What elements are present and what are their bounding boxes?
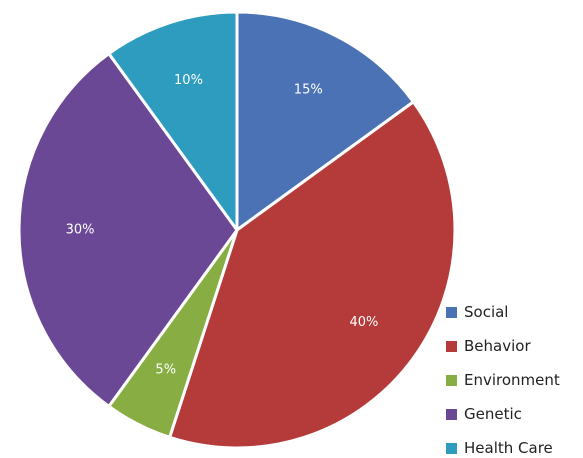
legend-label-health-care: Health Care: [464, 439, 553, 457]
legend-swatch-genetic: [446, 408, 457, 420]
legend-label-behavior: Behavior: [464, 337, 531, 355]
pie-slice-genetic: [17, 52, 239, 408]
data-label-behavior: 40%: [350, 315, 379, 330]
legend-swatch-health-care: [446, 442, 457, 454]
legend-item-behavior: Behavior: [446, 329, 583, 363]
pie-slice-behavior: [168, 100, 457, 450]
data-label-environment: 5%: [155, 362, 176, 377]
legend-swatch-environment: [446, 374, 457, 386]
legend: Social Behavior Environment Genetic Health C…: [446, 295, 583, 458]
legend-label-environment: Environment: [464, 371, 560, 389]
legend-label-social: Social: [464, 303, 509, 321]
pie-slice-health-care: [107, 10, 239, 232]
legend-item-social: Social: [446, 295, 583, 329]
legend-label-genetic: Genetic: [464, 405, 522, 423]
data-label-social: 15%: [294, 83, 323, 98]
data-label-genetic: 30%: [66, 223, 95, 238]
data-label-health-care: 10%: [174, 73, 203, 88]
legend-item-environment: Environment: [446, 363, 583, 397]
legend-swatch-social: [446, 306, 457, 318]
legend-item-genetic: Genetic: [446, 397, 583, 431]
pie-slice-social: [235, 10, 415, 232]
legend-item-health-care: Health Care: [446, 431, 583, 458]
legend-swatch-behavior: [446, 340, 457, 352]
